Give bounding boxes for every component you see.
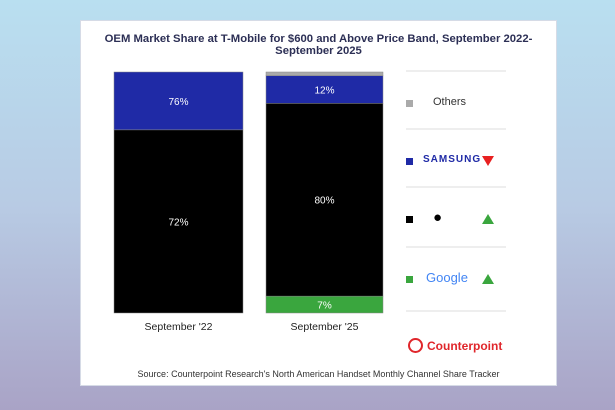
bar-segment-samsung — [113, 71, 244, 131]
category-label: September '22 — [145, 321, 213, 333]
data-label: 72% — [168, 217, 188, 228]
counterpoint-logo: Counterpoint — [408, 338, 502, 353]
legend-swatch — [406, 276, 413, 283]
samsung-logo: SAMSUNG — [423, 154, 482, 165]
stacked-bar-chart: 72% 76% September '22 7% 80% 12% September '25 — [113, 70, 506, 333]
bar-segment-apple — [113, 129, 244, 314]
google-logo: Google — [426, 270, 468, 285]
chart-card: OEM Market Share at T-Mobile for $600 an… — [80, 20, 557, 386]
bar-segment-others — [265, 71, 384, 76]
chart-title: OEM Market Share at T-Mobile for $600 an… — [104, 33, 533, 57]
apple-logo-icon: ● — [433, 209, 443, 226]
logo-icon — [408, 338, 423, 353]
trend-down-icon — [482, 156, 494, 166]
legend-swatch — [406, 216, 413, 223]
trend-up-icon — [482, 274, 494, 284]
category-label: September '25 — [291, 321, 359, 333]
trend-up-icon — [482, 214, 494, 224]
legend-swatch — [406, 100, 413, 107]
data-label: 80% — [314, 196, 334, 207]
source-note: Source: Counterpoint Research's North Am… — [137, 369, 500, 379]
legend-swatch — [406, 158, 413, 165]
brand-name: Counterpoint — [427, 339, 503, 353]
data-label: 76% — [168, 97, 188, 108]
bar-segment-samsung — [265, 75, 384, 104]
data-label: 7% — [317, 301, 332, 312]
data-label: 12% — [314, 85, 334, 96]
bar-segment-apple — [265, 103, 384, 297]
legend-label: Others — [433, 96, 467, 108]
